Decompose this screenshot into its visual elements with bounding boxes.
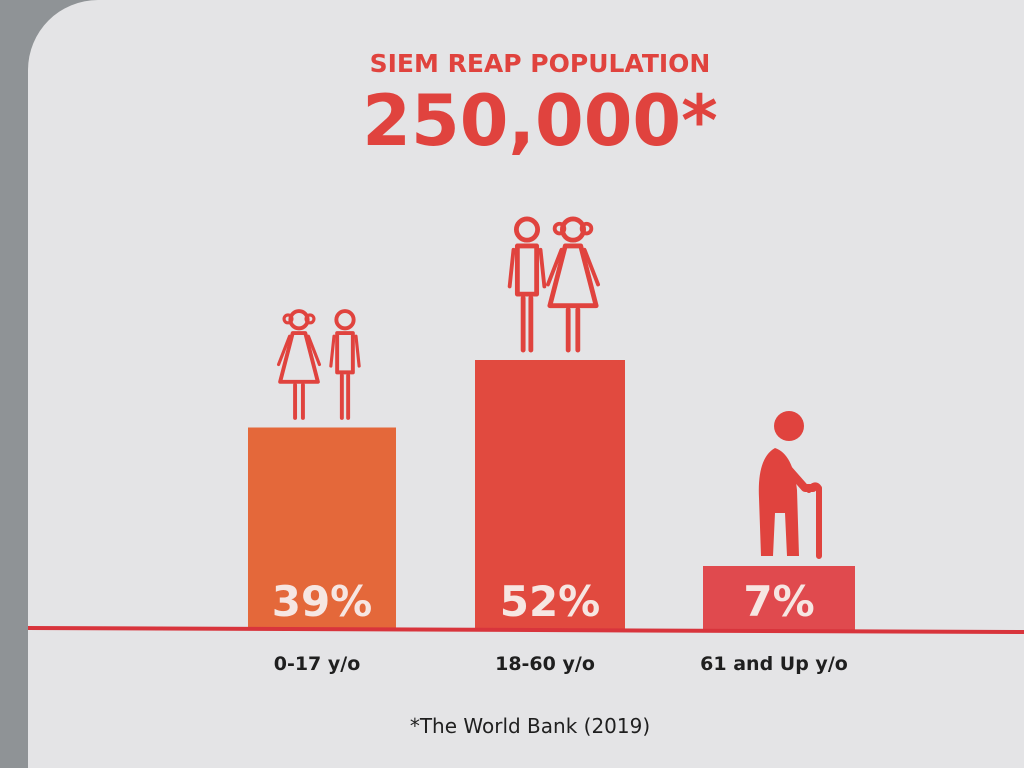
elderly-person-with-cane-icon (758, 411, 822, 559)
source-note: *The World Bank (2019) (410, 714, 650, 738)
bars-group: 39% 52% 7% (248, 360, 855, 630)
population-total: 250,000* (362, 80, 717, 162)
man-icon (507, 216, 547, 353)
category-label: 61 and Up y/o (700, 653, 848, 675)
category-label: 18-60 y/o (495, 653, 595, 675)
bar-value-label: 39% (272, 577, 373, 626)
bar-3 (703, 566, 855, 630)
boy-icon (329, 309, 361, 420)
icons-group (276, 216, 822, 559)
bar-value-label: 7% (743, 577, 814, 626)
bar-2 (475, 360, 625, 630)
bar-1 (248, 427, 396, 630)
x-axis-baseline (27, 626, 1024, 634)
chart-title: SIEM REAP POPULATION (370, 49, 711, 78)
category-labels: 0-17 y/o 18-60 y/o 61 and Up y/o (274, 653, 848, 675)
woman-icon (546, 216, 600, 353)
bar-value-label: 52% (500, 577, 601, 626)
girl-icon (276, 309, 322, 420)
category-label: 0-17 y/o (274, 653, 361, 675)
